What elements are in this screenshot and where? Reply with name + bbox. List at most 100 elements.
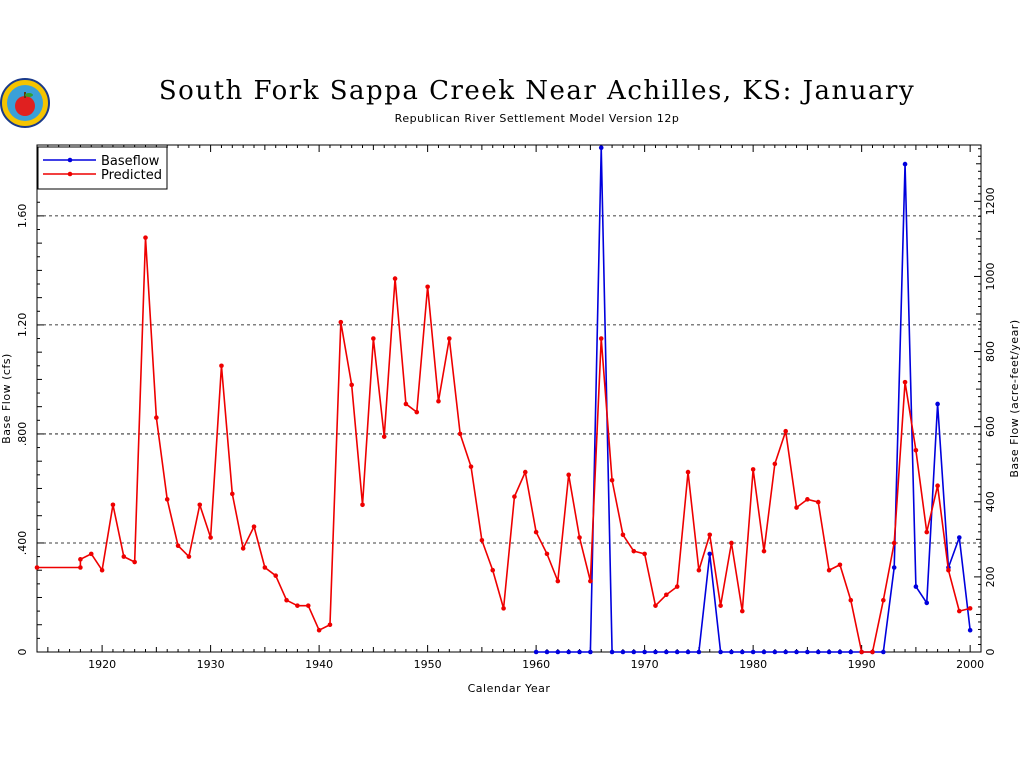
data-point-baseflow: [772, 649, 778, 655]
data-point-predicted: [609, 477, 615, 483]
legend-predicted-marker: [67, 171, 73, 177]
data-point-predicted: [805, 497, 810, 502]
data-point-predicted: [685, 469, 691, 475]
data-point-baseflow: [533, 649, 539, 655]
x-tick-label: 1970: [631, 658, 659, 671]
data-point-predicted: [956, 608, 962, 614]
data-point-predicted: [34, 565, 40, 570]
y-tick-label-left: .800: [16, 422, 29, 447]
data-point-predicted: [631, 548, 637, 554]
data-point-baseflow: [913, 584, 919, 589]
x-tick-label: 2000: [956, 658, 984, 671]
data-point-baseflow: [935, 401, 940, 407]
data-point-predicted: [674, 584, 680, 589]
y-tick-label-right: 1200: [984, 187, 997, 215]
data-point-baseflow: [826, 649, 832, 655]
data-point-predicted: [848, 597, 854, 603]
data-point-baseflow: [956, 535, 962, 540]
data-point-predicted: [598, 336, 604, 341]
data-point-predicted: [78, 565, 83, 570]
data-point-predicted: [262, 565, 268, 570]
data-point-baseflow: [642, 649, 647, 655]
data-point-baseflow: [685, 649, 691, 655]
y-tick-label-left: .400: [16, 531, 29, 556]
data-point-predicted: [490, 567, 496, 573]
data-point-predicted: [924, 529, 930, 535]
data-point-baseflow: [805, 649, 810, 655]
data-point-baseflow: [783, 649, 788, 655]
data-point-predicted: [164, 497, 170, 502]
grid-lines: [37, 215, 981, 544]
data-point-predicted: [826, 567, 832, 573]
series-predicted: [34, 235, 973, 655]
data-point-predicted: [208, 535, 213, 540]
data-point-baseflow: [577, 649, 582, 655]
logo-icon: [0, 78, 50, 128]
data-point-baseflow: [902, 161, 908, 167]
legend: Baseflow Predicted: [37, 146, 168, 190]
data-point-predicted: [468, 464, 474, 469]
legend-predicted-label: Predicted: [101, 168, 162, 183]
data-point-predicted: [512, 494, 517, 499]
y-axis-left: 0 .400 .800 1.20 1.60: [16, 147, 44, 656]
data-point-predicted: [729, 540, 734, 546]
series-baseflow: [533, 145, 973, 655]
data-point-predicted: [240, 546, 246, 551]
chart-subtitle: Republican River Settlement Model Versio…: [394, 112, 680, 125]
data-point-baseflow: [664, 649, 669, 655]
data-point-predicted: [295, 603, 300, 608]
data-point-predicted: [859, 649, 864, 655]
x-tick-label: 1940: [305, 658, 333, 671]
data-point-predicted: [881, 597, 886, 603]
data-point-predicted: [219, 363, 224, 369]
series-line-predicted: [37, 236, 971, 653]
data-point-baseflow: [631, 649, 637, 655]
data-point-predicted: [718, 603, 723, 608]
legend-box: [37, 146, 168, 190]
data-point-baseflow: [924, 600, 930, 606]
data-point-predicted: [772, 461, 778, 467]
data-point-baseflow: [815, 649, 821, 655]
data-point-predicted: [284, 597, 289, 603]
x-tick-label: 1920: [88, 658, 116, 671]
data-point-predicted: [794, 505, 799, 510]
data-point-predicted: [642, 551, 647, 557]
data-point-predicted: [707, 532, 713, 538]
data-point-baseflow: [620, 649, 626, 655]
data-point-baseflow: [750, 649, 756, 655]
legend-baseflow-marker: [67, 157, 73, 163]
y-axis-title-left: Base Flow (cfs): [0, 353, 13, 444]
data-point-baseflow: [739, 649, 745, 655]
x-tick-label: 1990: [848, 658, 876, 671]
data-point-predicted: [99, 567, 105, 573]
data-point-baseflow: [653, 649, 658, 655]
data-point-predicted: [371, 336, 376, 341]
data-point-predicted: [381, 434, 387, 439]
data-point-predicted: [338, 319, 344, 325]
data-point-baseflow: [707, 551, 713, 557]
y-tick-label-left: 1.60: [16, 204, 29, 229]
plot-frame: [36, 144, 982, 653]
data-point-predicted: [78, 557, 83, 562]
data-point-baseflow: [891, 565, 897, 570]
data-point-predicted: [544, 551, 550, 557]
data-point-baseflow: [555, 649, 561, 655]
data-point-baseflow: [588, 649, 593, 655]
series-layer: [34, 145, 973, 655]
data-point-baseflow: [794, 649, 799, 655]
data-point-predicted: [891, 540, 897, 546]
y-tick-label-right: 400: [984, 491, 997, 512]
data-point-baseflow: [544, 649, 550, 655]
data-point-predicted: [143, 235, 148, 240]
data-point-baseflow: [967, 627, 973, 633]
data-point-predicted: [392, 276, 398, 281]
data-point-predicted: [436, 398, 441, 404]
data-point-baseflow: [696, 649, 702, 655]
data-point-predicted: [664, 592, 669, 598]
data-point-baseflow: [609, 649, 615, 655]
data-point-predicted: [186, 554, 192, 559]
data-point-predicted: [653, 603, 658, 608]
data-point-predicted: [761, 548, 767, 554]
y-tick-label-right: 600: [984, 416, 997, 437]
